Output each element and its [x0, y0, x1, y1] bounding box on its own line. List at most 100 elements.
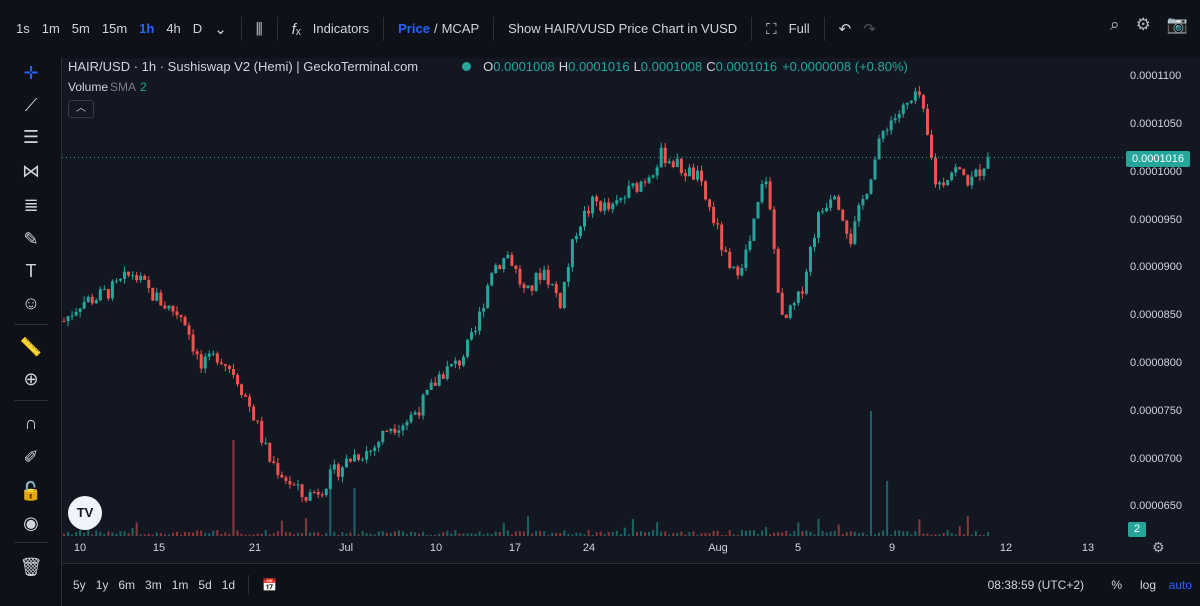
volume-bar [196, 530, 199, 536]
ruler-icon[interactable]: 📏 [19, 337, 43, 357]
crosshair-icon[interactable]: ✛ [23, 63, 39, 83]
volume-bar [107, 531, 110, 536]
volume-bar [825, 532, 828, 536]
candle [619, 197, 623, 203]
candle [256, 420, 260, 424]
volume-bar [244, 534, 247, 536]
candle [470, 327, 474, 341]
fullscreen-icon[interactable]: ⛶ [766, 20, 777, 38]
emoji-icon[interactable]: ☺ [21, 293, 41, 313]
price-toggle[interactable]: Price [398, 21, 430, 36]
candle [280, 471, 284, 479]
quick-search-icon[interactable]: ⌕ [1110, 15, 1120, 34]
volume-bar [974, 531, 977, 536]
candle [950, 171, 954, 182]
interval-1h[interactable]: 1h [139, 21, 155, 36]
volume-bar [418, 533, 421, 536]
range-1d[interactable]: 1d [221, 578, 236, 592]
candlestick-plot[interactable] [62, 58, 1200, 563]
candle [857, 202, 861, 227]
magnet-icon[interactable]: ∩ [24, 413, 38, 433]
candle [712, 202, 716, 226]
horizontal-lines-icon[interactable]: ☰ [22, 127, 40, 147]
interval-d[interactable]: D [192, 21, 203, 36]
open-value: 0.0001008 [493, 58, 555, 74]
volume-bar [539, 530, 542, 536]
candles-icon[interactable]: ⫼ [255, 20, 263, 38]
fib-icon[interactable]: ≣ [23, 195, 39, 215]
auto-toggle[interactable]: auto [1168, 578, 1192, 592]
zoom-in-icon[interactable]: ⊕ [23, 369, 39, 389]
settings-icon[interactable]: ⚙ [1135, 15, 1151, 34]
chevron-down-icon[interactable]: ⌄ [214, 21, 227, 38]
range-1m[interactable]: 1m [171, 578, 189, 592]
percent-toggle[interactable]: % [1111, 578, 1122, 592]
volume-bar [648, 531, 651, 536]
volume-bar [700, 533, 703, 536]
candle [611, 202, 615, 214]
volume-bar [276, 531, 279, 536]
range-3m[interactable]: 3m [145, 578, 162, 592]
candle [498, 264, 502, 270]
range-6m[interactable]: 6m [118, 578, 136, 592]
volume-bar [748, 530, 751, 536]
axis-settings-icon[interactable]: ⚙ [1152, 539, 1165, 555]
volume-bar [365, 533, 368, 536]
clock[interactable]: 08:38:59 (UTC+2) [987, 578, 1084, 592]
lock-pencil-icon[interactable]: ✐ [23, 447, 39, 467]
volume-bar [313, 532, 316, 536]
brush-icon[interactable]: ✎ [23, 229, 39, 249]
y-tick-label: 0.0001050 [1130, 117, 1182, 130]
candle [853, 215, 857, 246]
candle [114, 278, 118, 284]
show-vusd-button[interactable]: Show HAIR/VUSD Price Chart in VUSD [508, 21, 738, 36]
volume-bar [401, 531, 404, 536]
interval-4h[interactable]: 4h [166, 21, 181, 36]
candle [401, 423, 405, 436]
full-button[interactable]: Full [788, 21, 810, 36]
volume-bar [555, 533, 558, 536]
range-5d[interactable]: 5d [198, 578, 212, 592]
lock-icon[interactable]: 🔓 [19, 481, 43, 501]
camera-icon[interactable]: 📷 [1166, 15, 1188, 34]
candle [901, 102, 905, 118]
candle [320, 491, 324, 498]
interval-15m[interactable]: 15m [101, 21, 128, 36]
interval-1s[interactable]: 1s [16, 21, 30, 36]
volume-bar [252, 534, 255, 536]
date-range-icon[interactable]: 📅 [262, 578, 278, 592]
trend-line-icon[interactable]: ⟋ [24, 95, 38, 115]
range-1y[interactable]: 1y [95, 578, 109, 592]
volume-bar [599, 531, 602, 536]
eye-icon[interactable]: ◉ [23, 513, 39, 533]
collapse-legend-button[interactable]: ︿ [68, 100, 94, 118]
volume-bar [878, 532, 881, 536]
price-chart[interactable]: HAIR/USD · 1h · Sushiswap V2 (Hemi) | Ge… [62, 58, 1200, 606]
candle [841, 208, 845, 222]
candle [921, 94, 925, 113]
range-5y[interactable]: 5y [73, 578, 86, 592]
candle [518, 265, 522, 288]
text-icon[interactable]: T [25, 261, 37, 281]
volume-bar [147, 533, 150, 536]
trash-icon[interactable]: 🗑 [19, 557, 43, 577]
candle [199, 350, 203, 374]
candle [873, 156, 877, 181]
fx-icon[interactable]: fₓ [291, 20, 301, 38]
candle [897, 110, 901, 123]
interval-1m[interactable]: 1m [41, 21, 60, 36]
indicators-button[interactable]: Indicators [312, 21, 370, 36]
redo-icon[interactable]: ↷ [863, 21, 876, 38]
undo-icon[interactable]: ↶ [838, 21, 852, 38]
interval-5m[interactable]: 5m [71, 21, 90, 36]
volume-bar [938, 534, 941, 536]
mcap-toggle[interactable]: MCAP [441, 21, 480, 36]
candle [74, 308, 78, 317]
y-tick-label: 0.0000650 [1130, 500, 1182, 513]
pattern-icon[interactable]: ⋈ [22, 161, 40, 181]
candle [595, 194, 599, 207]
candle [546, 265, 550, 289]
volume-bar [349, 532, 352, 536]
tradingview-logo[interactable]: TV [68, 496, 102, 530]
log-toggle[interactable]: log [1139, 578, 1156, 592]
